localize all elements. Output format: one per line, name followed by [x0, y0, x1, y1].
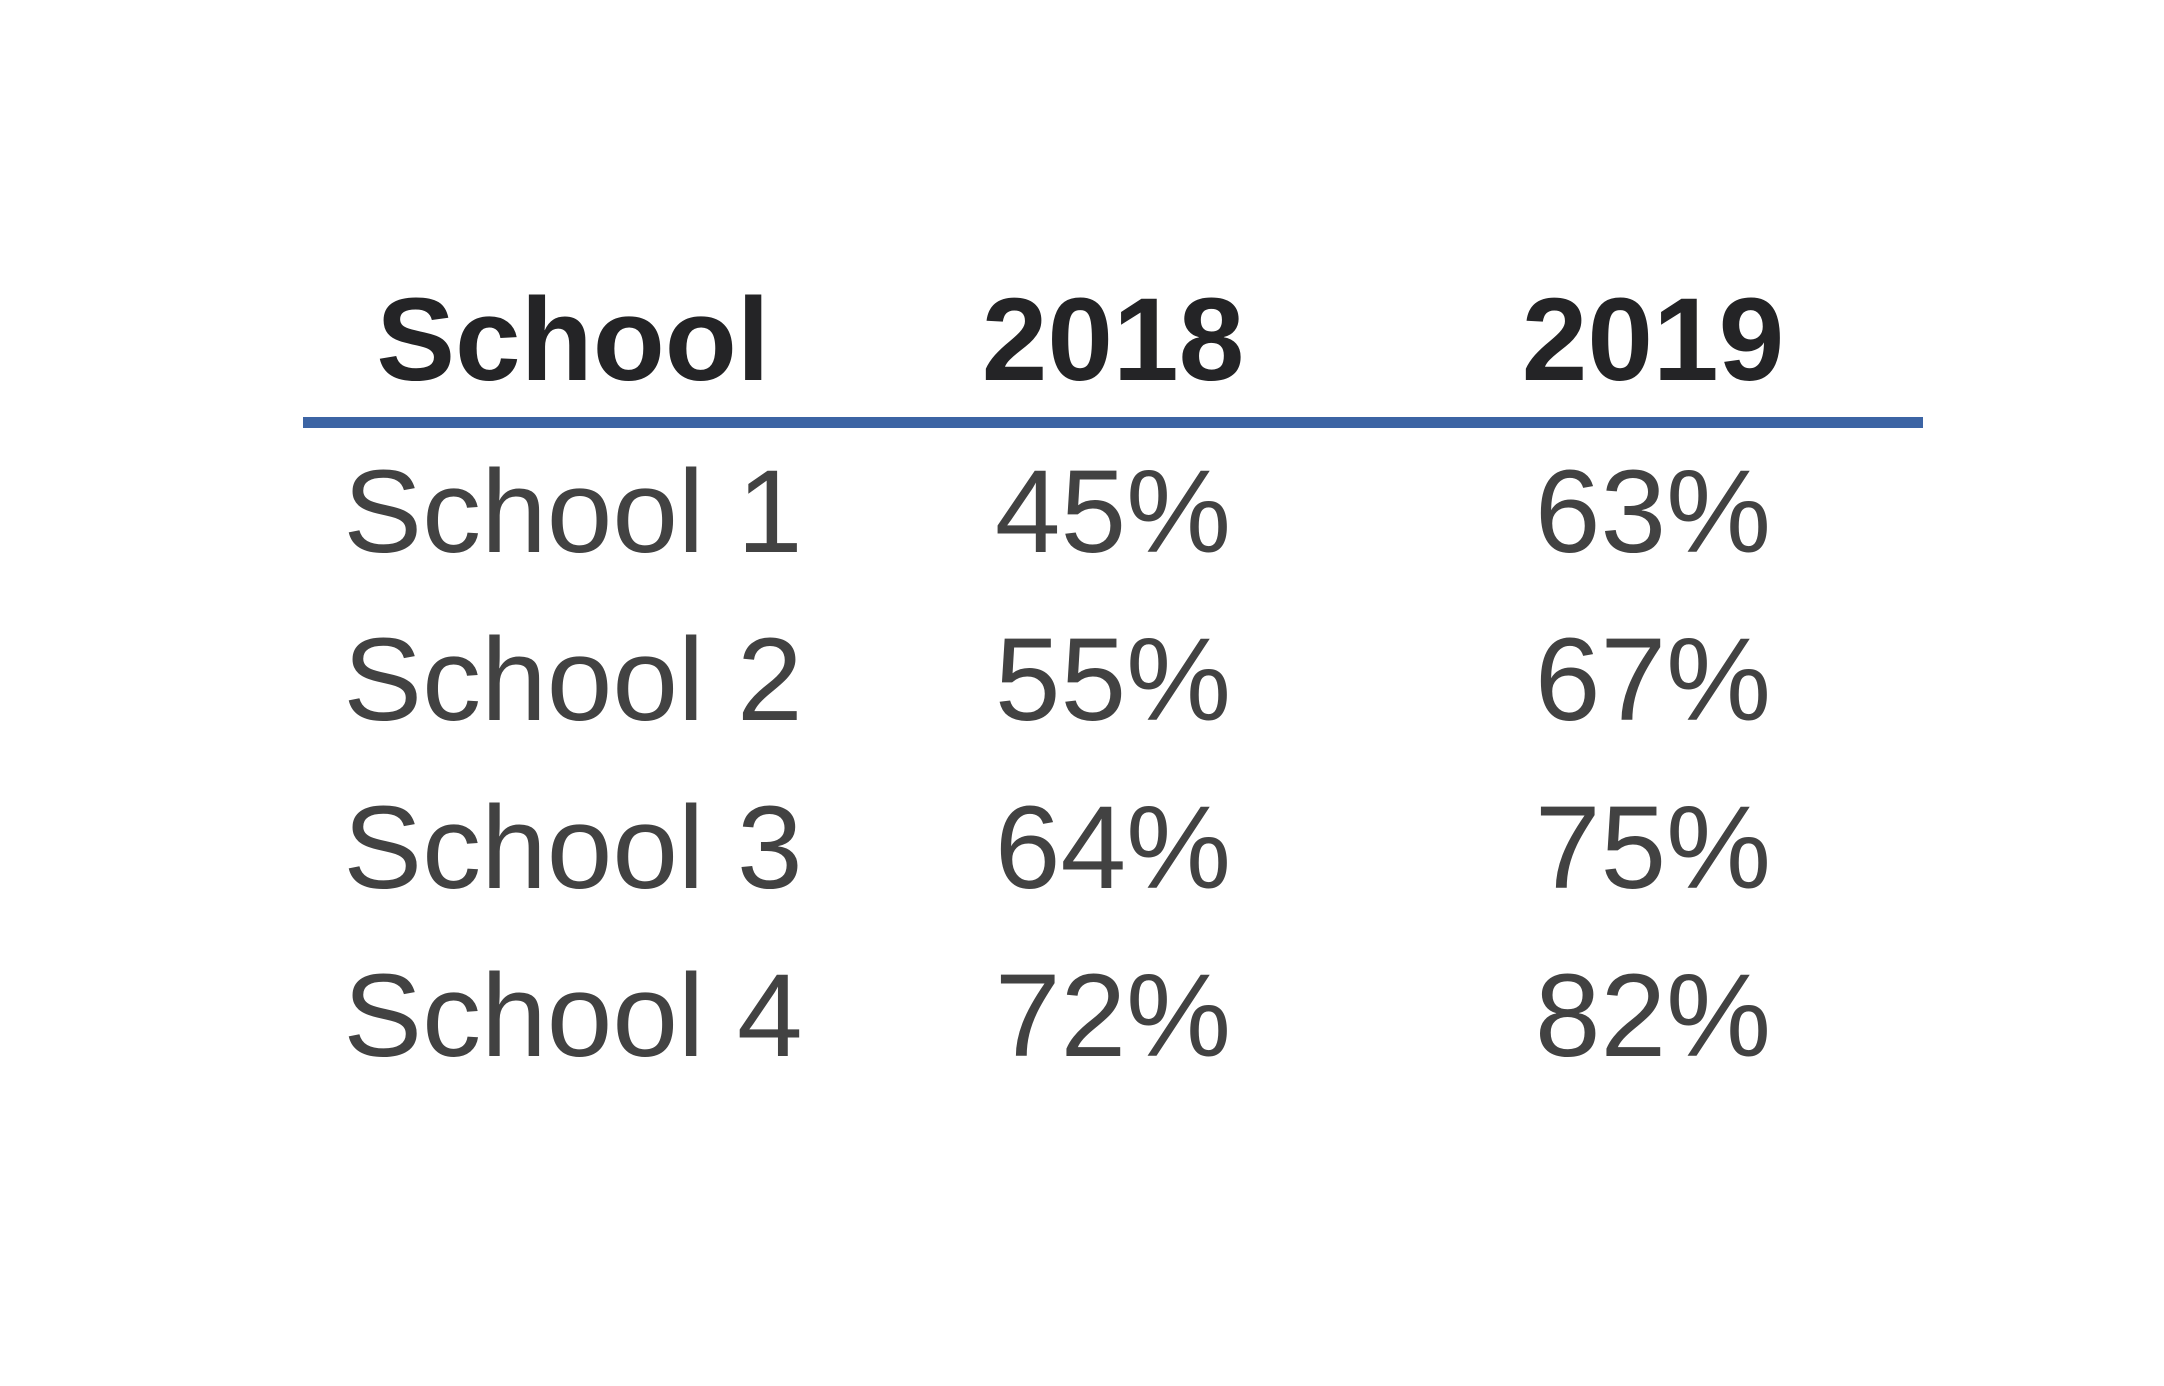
table-row: School 2 55% 67% [303, 596, 1923, 764]
cell-2018-value: 64% [994, 782, 1232, 914]
cell-school-name: School 4 [343, 950, 803, 1082]
cell-school-name: School 2 [343, 614, 803, 746]
percentage-table: School 2018 2019 School 1 45% 63% School… [303, 262, 1923, 1100]
cell-2018-value: 45% [994, 446, 1232, 578]
cell-2019-value: 63% [1534, 446, 1772, 578]
column-header-2019: 2019 [1521, 273, 1785, 406]
header-rule [303, 417, 1923, 428]
table-row: School 4 72% 82% [303, 932, 1923, 1100]
column-header-2018: 2018 [981, 273, 1245, 406]
table-header-row: School 2018 2019 [303, 262, 1923, 417]
table-row: School 1 45% 63% [303, 428, 1923, 596]
cell-school-name: School 1 [343, 446, 803, 578]
cell-2018-value: 72% [994, 950, 1232, 1082]
cell-2019-value: 75% [1534, 782, 1772, 914]
cell-2019-value: 82% [1534, 950, 1772, 1082]
table-row: School 3 64% 75% [303, 764, 1923, 932]
cell-2018-value: 55% [994, 614, 1232, 746]
cell-school-name: School 3 [343, 782, 803, 914]
column-header-school: School [376, 273, 770, 406]
cell-2019-value: 67% [1534, 614, 1772, 746]
